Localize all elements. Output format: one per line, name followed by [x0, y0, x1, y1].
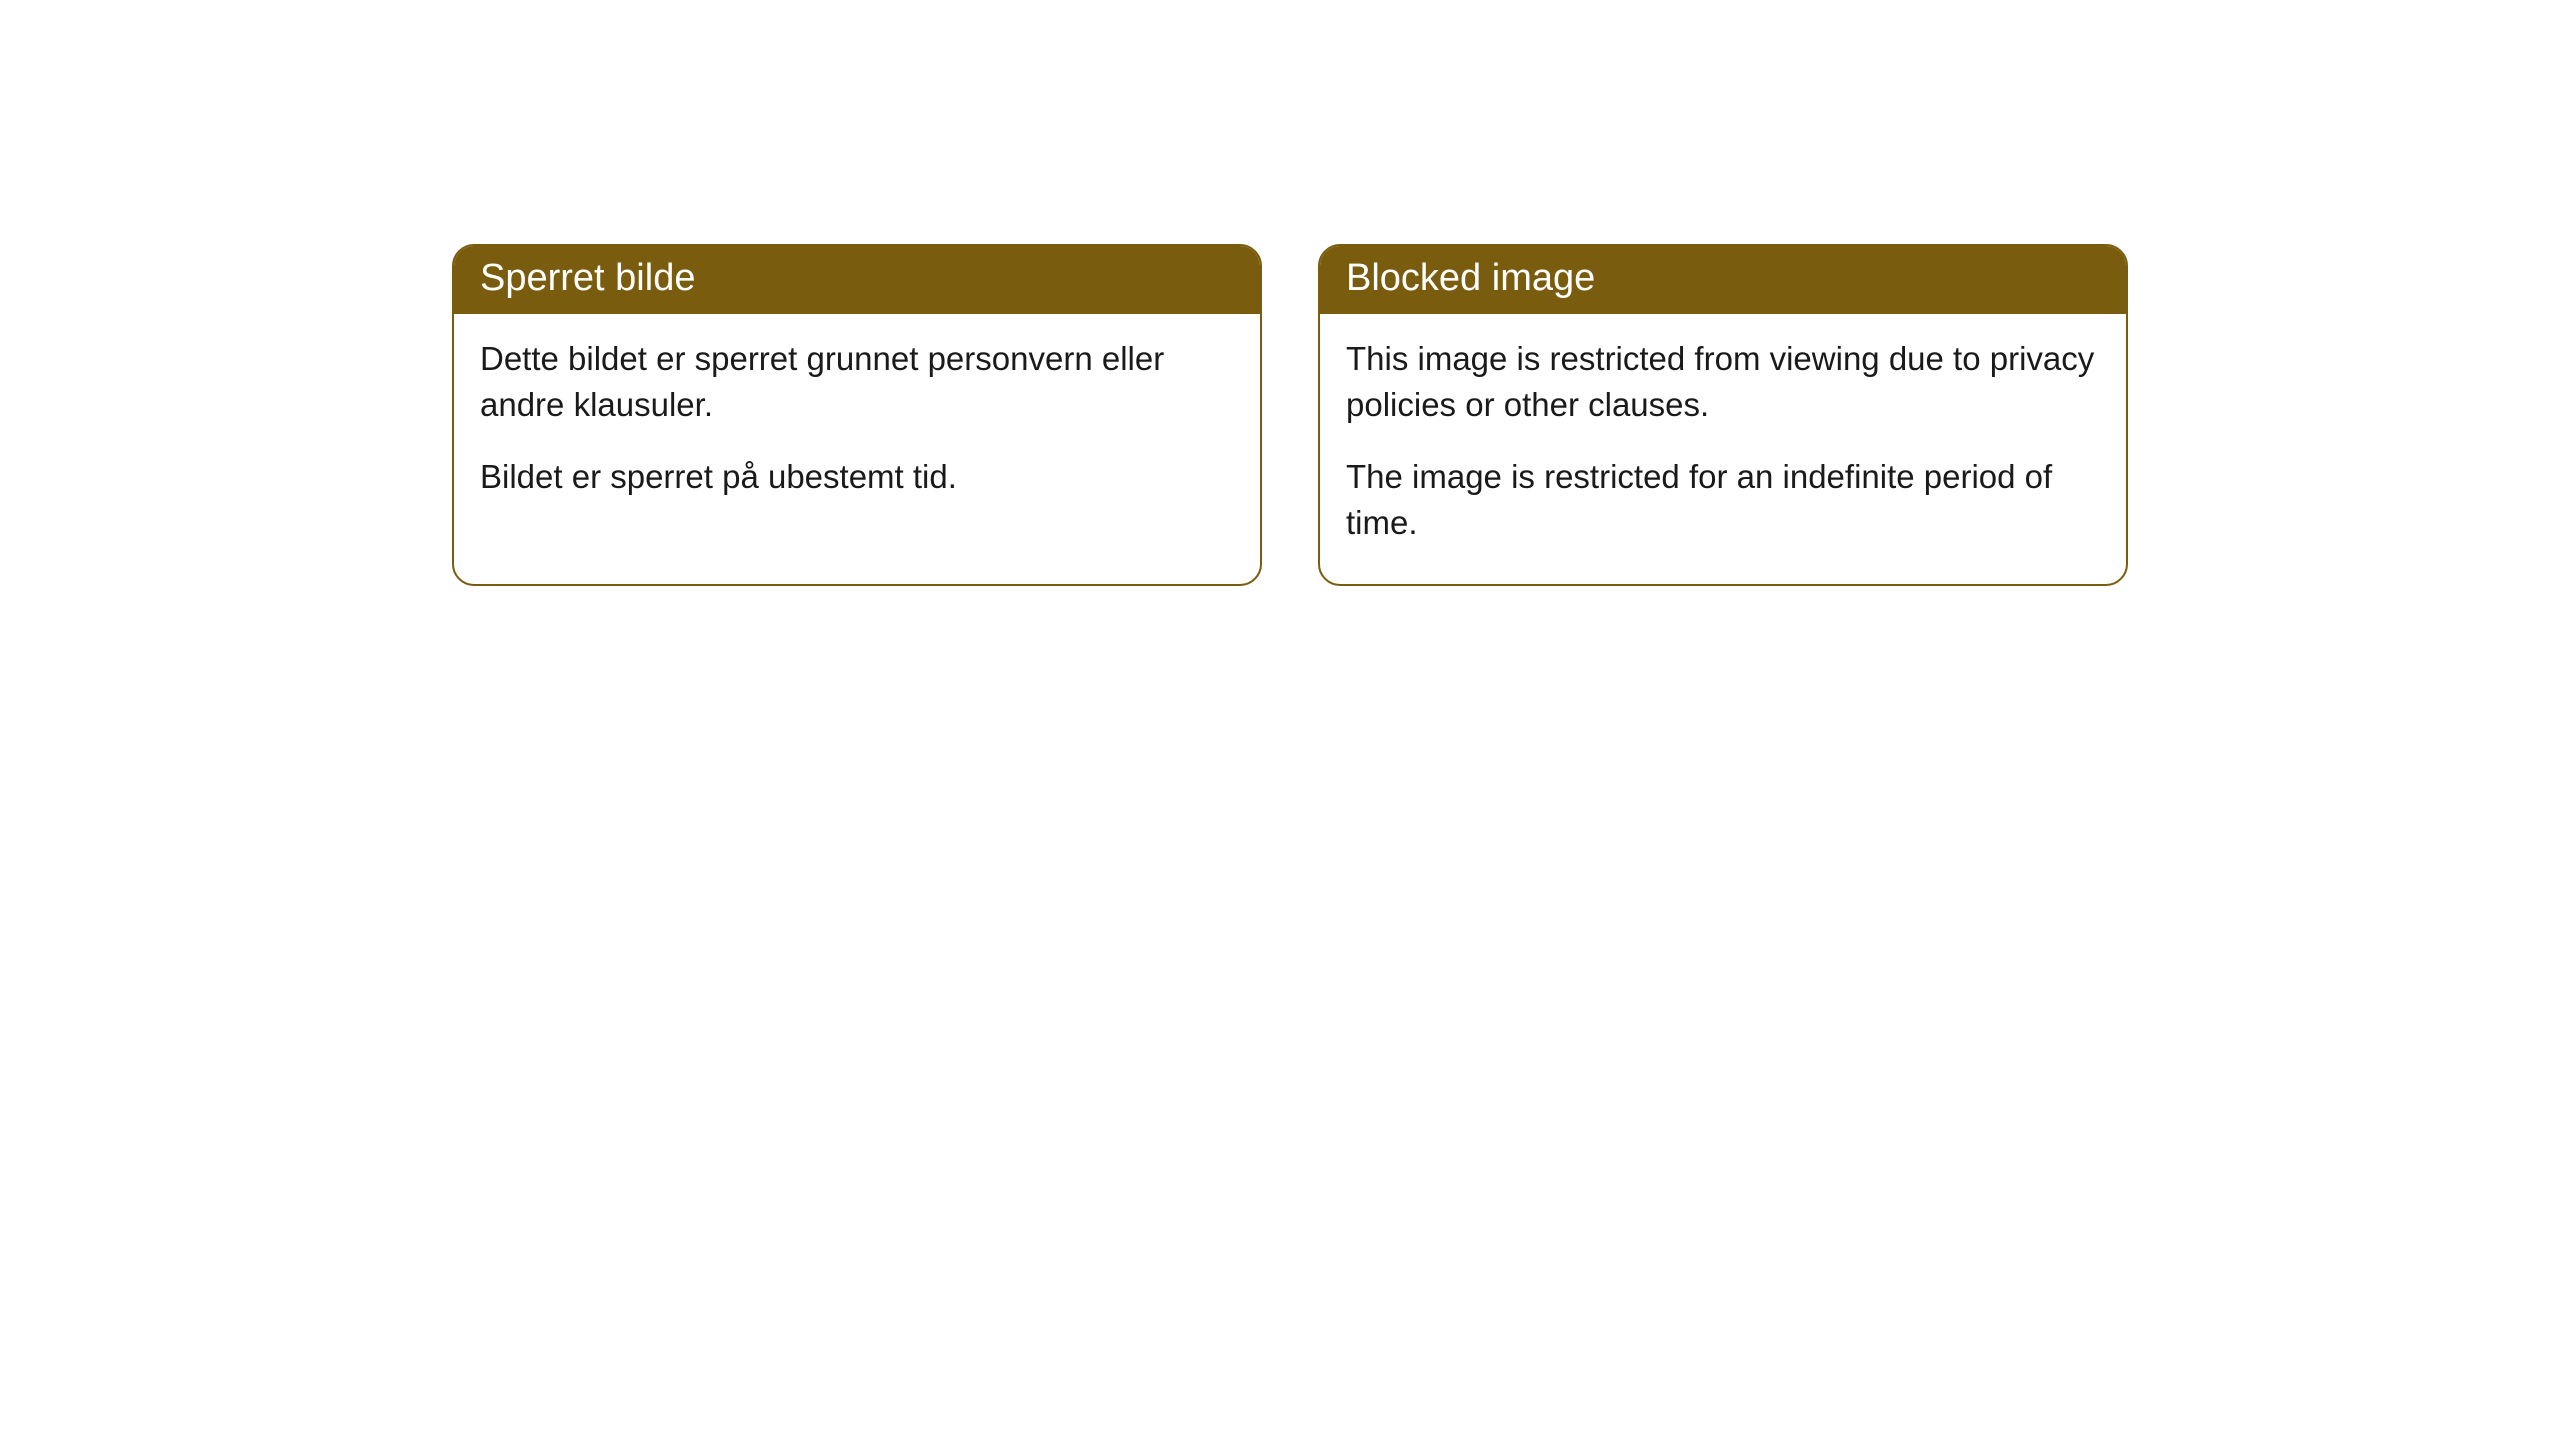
card-paragraph: Bildet er sperret på ubestemt tid. — [480, 454, 1234, 500]
message-card-norwegian: Sperret bilde Dette bildet er sperret gr… — [452, 244, 1262, 586]
card-paragraph: The image is restricted for an indefinit… — [1346, 454, 2100, 546]
card-paragraph: Dette bildet er sperret grunnet personve… — [480, 336, 1234, 428]
message-card-english: Blocked image This image is restricted f… — [1318, 244, 2128, 586]
card-paragraph: This image is restricted from viewing du… — [1346, 336, 2100, 428]
card-header: Sperret bilde — [454, 246, 1260, 314]
message-cards-container: Sperret bilde Dette bildet er sperret gr… — [452, 244, 2560, 586]
card-body: This image is restricted from viewing du… — [1320, 314, 2126, 585]
card-body: Dette bildet er sperret grunnet personve… — [454, 314, 1260, 539]
card-header: Blocked image — [1320, 246, 2126, 314]
